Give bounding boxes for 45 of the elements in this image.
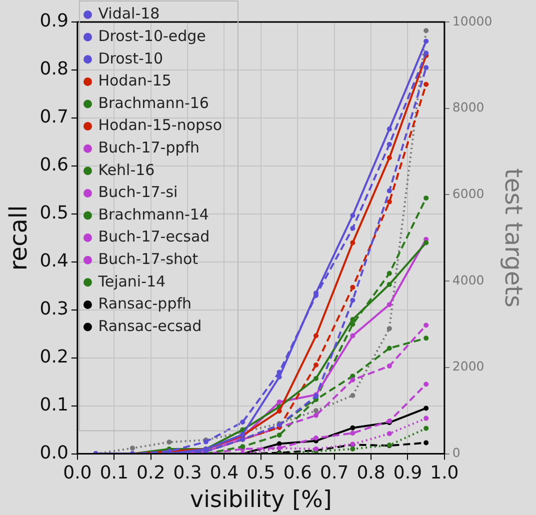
legend-label: Brachmann-16 xyxy=(98,94,209,112)
x-tick-label: 0.5 xyxy=(246,462,276,484)
y-axis-title: recall xyxy=(4,205,33,271)
legend-label: Buch-17-shot xyxy=(98,250,198,268)
x-tick-label: 0.0 xyxy=(63,462,92,484)
y-tick-label: 0.5 xyxy=(40,202,68,224)
y2-tick-label: 0 xyxy=(452,445,460,460)
y2-tick-label: 2000 xyxy=(452,358,484,374)
legend-label: Drost-10-edge xyxy=(98,26,206,45)
x-tick-label: 0.8 xyxy=(356,462,386,484)
legend-label: Brachmann-14 xyxy=(98,205,209,224)
y-tick-label: 0.3 xyxy=(40,298,68,320)
x-axis-title: visibility [%] xyxy=(190,487,332,514)
y-tick-label: 0.8 xyxy=(40,58,68,80)
legend-label: Drost-10 xyxy=(98,49,163,68)
y-tick-label: 0.9 xyxy=(40,10,68,32)
legend-label: Buch-17-si xyxy=(98,183,178,202)
x-tick-label: 0.1 xyxy=(100,462,128,484)
y-tick-label: 0.6 xyxy=(40,154,68,176)
y-tick-label: 0.4 xyxy=(40,250,68,272)
y-tick-label: 0.7 xyxy=(40,106,68,128)
x-tick-label: 1.0 xyxy=(430,462,459,484)
y2-tick-label: 10000 xyxy=(452,13,492,28)
y2-tick-label: 8000 xyxy=(452,100,484,115)
y-tick-label: 0.1 xyxy=(40,394,68,416)
legend-label: Tejani-14 xyxy=(97,272,166,290)
y2-axis-title: test targets xyxy=(499,168,528,308)
legend-label: Vidal-18 xyxy=(98,4,160,23)
legend-label: Ransac-ecsad xyxy=(98,316,202,335)
x-tick-label: 0.9 xyxy=(393,462,422,484)
legend-label: Kehl-16 xyxy=(98,160,155,179)
y-tick-label: 0.0 xyxy=(40,442,68,464)
legend-label: Hodan-15 xyxy=(98,72,172,90)
legend-label: Buch-17-ppfh xyxy=(98,138,200,156)
legend-label: Ransac-ppfh xyxy=(98,294,192,313)
x-tick-label: 0.6 xyxy=(283,462,312,484)
y2-tick-label: 4000 xyxy=(452,272,484,288)
x-tick-label: 0.7 xyxy=(320,462,349,484)
legend-label: Buch-17-ecsad xyxy=(98,228,210,246)
x-tick-label: 0.4 xyxy=(210,462,239,484)
x-tick-label: 0.3 xyxy=(173,462,202,484)
x-tick-label: 0.2 xyxy=(136,462,166,484)
y-tick-label: 0.2 xyxy=(40,346,68,368)
y2-tick-label: 6000 xyxy=(452,186,484,201)
legend-label: Hodan-15-nopso xyxy=(98,116,222,134)
